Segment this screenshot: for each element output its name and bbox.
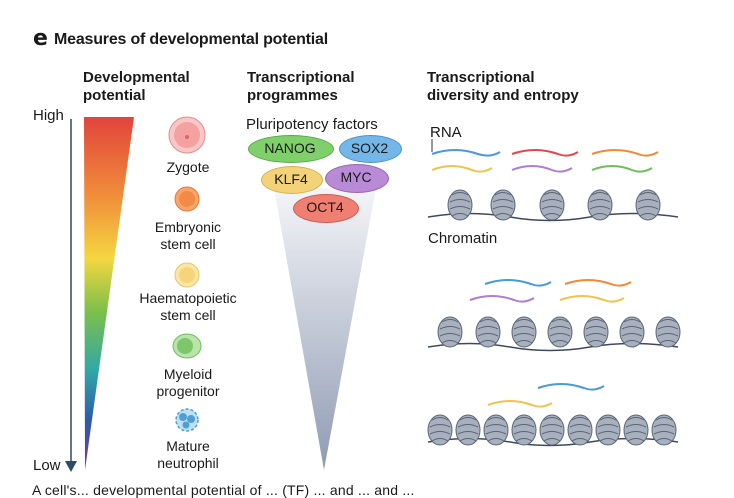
caption-fragment: A cell's... developmental potential of .… <box>32 482 415 498</box>
cell-label-line2: progenitor <box>156 383 220 399</box>
potential-heading-line1: Developmental <box>83 69 190 86</box>
cell-icons <box>168 116 206 432</box>
cell-label-zygote: Zygote <box>128 159 248 176</box>
tf-oct4-oval <box>293 194 359 223</box>
tf-nanog-oval <box>248 135 334 163</box>
low-label: Low <box>33 457 61 474</box>
panel-letter: e <box>33 26 48 51</box>
cell-label-line2: neutrophil <box>157 455 219 471</box>
cell-label-myeloid: Myeloid progenitor <box>128 366 248 400</box>
zygote-icon <box>168 116 206 154</box>
tf-klf4-oval <box>261 166 323 194</box>
programmes-heading: Transcriptional programmes <box>247 69 355 105</box>
rna-label: RNA <box>430 124 462 141</box>
potential-gradient-wedge <box>84 117 134 470</box>
neutrophil-icon <box>175 408 199 432</box>
cell-label-line1: Haematopoietic <box>139 290 237 306</box>
cell-label-line2: stem cell <box>160 236 216 252</box>
programmes-heading-line2: programmes <box>247 87 338 104</box>
cell-label-neutrophil: Mature neutrophil <box>128 438 248 472</box>
cell-label-haematopoietic: Haematopoietic stem cell <box>118 290 258 324</box>
programmes-cone <box>274 188 376 470</box>
tf-sox2-label: SOX2 <box>350 140 389 156</box>
cell-label-line2: stem cell <box>160 307 216 323</box>
haematopoietic-stem-cell-icon <box>174 262 200 288</box>
potential-heading: Developmental potential <box>83 69 190 105</box>
cell-label-embryonic: Embryonic stem cell <box>128 219 248 253</box>
tf-oct4-label: OCT4 <box>306 199 344 215</box>
diversity-heading-line2: diversity and entropy <box>427 87 579 104</box>
cell-label-line1: Embryonic <box>154 219 222 235</box>
cell-label-line1: Mature <box>166 438 210 454</box>
myeloid-progenitor-icon <box>172 333 202 359</box>
chromatin-label: Chromatin <box>428 230 498 247</box>
diversity-heading: Transcriptional diversity and entropy <box>427 69 579 105</box>
tf-myc-label: MYC <box>340 169 372 185</box>
tf-sox2-oval <box>339 135 402 163</box>
cell-label-line1: Zygote <box>166 159 210 175</box>
panel-title: Measures of developmental potential <box>54 31 328 48</box>
cell-label-line1: Myeloid <box>163 366 213 382</box>
rna-strands-high <box>431 149 659 173</box>
embryonic-stem-cell-icon <box>174 186 200 212</box>
potential-axis-arrowhead <box>65 461 77 472</box>
diversity-graphic <box>427 139 681 447</box>
nucleosomes-bottom <box>427 414 677 446</box>
nucleosomes-middle <box>437 316 681 348</box>
tf-myc-oval <box>325 164 389 193</box>
rna-strands-low <box>487 383 605 408</box>
potential-heading-line2: potential <box>83 87 146 104</box>
nucleosomes-top <box>447 189 661 221</box>
high-label: High <box>33 107 64 124</box>
programmes-heading-line1: Transcriptional <box>247 69 355 86</box>
programmes-graphic <box>274 188 376 470</box>
diversity-heading-line1: Transcriptional <box>427 69 535 86</box>
pluripotency-label: Pluripotency factors <box>246 116 378 133</box>
rna-strands-medium <box>469 279 632 303</box>
tf-klf4-label: KLF4 <box>274 171 308 187</box>
tf-nanog-label: NANOG <box>264 140 316 156</box>
potential-gradient-graphic <box>65 117 134 472</box>
